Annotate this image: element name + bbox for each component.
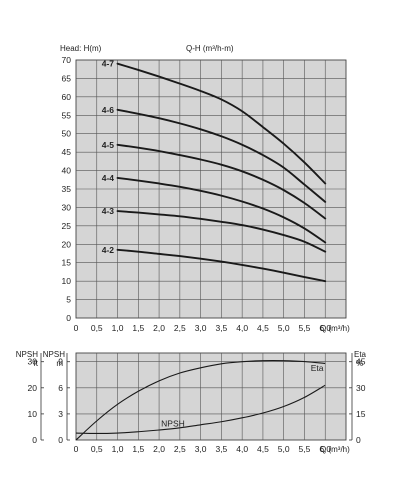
npsh-m-tick-labels: 0 3 6 9 bbox=[58, 357, 70, 445]
npsh-eta-curves bbox=[75, 359, 326, 441]
eta-tick-label: 45 bbox=[356, 357, 366, 367]
npsh-ft-tick-label: 10 bbox=[28, 409, 38, 419]
qh-y-tick-label: 15 bbox=[62, 258, 72, 268]
qh-curve-4-6 bbox=[116, 108, 327, 203]
qh-x-tick-label: 5,5 bbox=[299, 323, 311, 333]
qh-y-tick-label: 40 bbox=[62, 166, 72, 176]
npsh-eta-x-tick-label: 1,5 bbox=[132, 444, 144, 454]
qh-curve-4-2 bbox=[116, 248, 327, 283]
qh-curve-4-3 bbox=[116, 210, 327, 253]
qh-y-tick-labels: 0 5 10 15 20 25 30 35 40 45 50 55 60 65 70 bbox=[62, 55, 72, 323]
qh-curves bbox=[116, 62, 327, 283]
qh-curve-label: 4-5 bbox=[102, 140, 115, 150]
qh-x-tick-labels: 0 0,5 1,0 1,5 2,0 2,5 3,0 3,5 4,0 4,5 5,0 5,5 6,0 bbox=[74, 323, 332, 333]
eta-tick-labels: 0 15 30 45 bbox=[349, 357, 366, 445]
qh-curve-labels: 4-7 4-6 4-5 4-4 4-3 4-2 bbox=[102, 59, 115, 255]
qh-curve-4-5 bbox=[116, 143, 327, 220]
qh-y-tick-label: 65 bbox=[62, 73, 72, 83]
qh-y-tick-label: 70 bbox=[62, 55, 72, 65]
qh-curve-4-7 bbox=[116, 62, 327, 185]
qh-curve-label: 4-2 bbox=[102, 245, 115, 255]
npsh-eta-x-tick-labels: 0 0,5 1,0 1,5 2,0 2,5 3,0 3,5 4,0 4,5 5,0 5,5 6,0 bbox=[74, 444, 332, 454]
qh-x-tick-label: 2,0 bbox=[153, 323, 165, 333]
qh-y-tick-label: 55 bbox=[62, 110, 72, 120]
qh-y-tick-label: 20 bbox=[62, 239, 72, 249]
npsh-eta-x-tick-label: 4,0 bbox=[236, 444, 248, 454]
eta-tick-label: 30 bbox=[356, 383, 366, 393]
npsh-curve bbox=[75, 384, 326, 435]
npsh-ft-tick-label: 0 bbox=[32, 435, 37, 445]
qh-curve-label: 4-6 bbox=[102, 105, 115, 115]
qh-x-tick-label: 1,0 bbox=[112, 323, 124, 333]
qh-y-tick-label: 30 bbox=[62, 202, 72, 212]
qh-grid bbox=[76, 60, 346, 318]
qh-curve-label: 4-4 bbox=[102, 173, 115, 183]
npsh-m-tick-label: 6 bbox=[58, 383, 63, 393]
npsh-eta-x-tick-label: 4,5 bbox=[257, 444, 269, 454]
eta-axis-title: Eta bbox=[354, 350, 367, 359]
qh-curve-label: 4-3 bbox=[102, 206, 115, 216]
npsh-eta-x-tick-label: 0 bbox=[74, 444, 79, 454]
qh-y-tick-label: 45 bbox=[62, 147, 72, 157]
qh-curve-4-4 bbox=[116, 176, 327, 244]
npsh-m-axis-unit: m bbox=[56, 359, 63, 368]
npsh-ft-tick-label: 20 bbox=[28, 383, 38, 393]
npsh-m-axis-title: NPSH bbox=[43, 350, 65, 359]
qh-x-tick-label: 3,0 bbox=[195, 323, 207, 333]
eta-curve-label: Eta bbox=[311, 363, 324, 373]
npsh-eta-x-tick-label: 2,5 bbox=[174, 444, 186, 454]
qh-y-tick-label: 50 bbox=[62, 129, 72, 139]
qh-curve-label: 4-7 bbox=[102, 59, 115, 69]
qh-x-tick-label: 3,5 bbox=[215, 323, 227, 333]
qh-y-tick-label: 35 bbox=[62, 184, 72, 194]
npsh-eta-x-tick-label: 3,0 bbox=[195, 444, 207, 454]
qh-x-tick-label: 0 bbox=[74, 323, 79, 333]
eta-axis-unit: % bbox=[356, 359, 363, 368]
npsh-eta-x-tick-label: 1,0 bbox=[112, 444, 124, 454]
npsh-eta-x-tick-label: 3,5 bbox=[215, 444, 227, 454]
qh-chart: 4-7 4-6 4-5 4-4 4-3 4-2 0 5 10 15 20 25 30 35 40 45 50 5… bbox=[60, 44, 350, 333]
npsh-ft-axis-unit: ft bbox=[34, 359, 39, 368]
npsh-eta-x-tick-label: 5,0 bbox=[278, 444, 290, 454]
eta-curve bbox=[75, 359, 326, 441]
qh-y-tick-label: 10 bbox=[62, 276, 72, 286]
qh-x-tick-label: 6,0 bbox=[319, 323, 331, 333]
npsh-m-tick-label: 9 bbox=[58, 357, 63, 367]
eta-tick-label: 0 bbox=[356, 435, 361, 445]
qh-x-tick-label: 5,0 bbox=[278, 323, 290, 333]
qh-x-tick-label: 2,5 bbox=[174, 323, 186, 333]
npsh-eta-chart: Eta NPSH 0 3 6 9 0 10 20 30 0 15 30 45 0 0,5 1,0 1,5 2… bbox=[16, 350, 367, 454]
qh-y-tick-label: 25 bbox=[62, 221, 72, 231]
eta-tick-label: 15 bbox=[356, 409, 366, 419]
qh-x-axis-label: Q (m³/h) bbox=[320, 324, 350, 333]
qh-y-tick-label: 5 bbox=[66, 295, 71, 305]
npsh-ft-tick-label: 30 bbox=[28, 357, 38, 367]
npsh-ft-tick-labels: 0 10 20 30 bbox=[28, 357, 44, 445]
qh-x-tick-label: 1,5 bbox=[132, 323, 144, 333]
qh-y-tick-label: 60 bbox=[62, 92, 72, 102]
qh-y-axis-label: Head: H(m) bbox=[60, 44, 102, 53]
npsh-m-tick-label: 0 bbox=[58, 435, 63, 445]
npsh-eta-x-axis-label: Q (m³/h) bbox=[320, 445, 350, 454]
npsh-eta-x-tick-label: 0,5 bbox=[91, 444, 103, 454]
npsh-curve-label: NPSH bbox=[161, 419, 185, 429]
qh-x-tick-label: 0,5 bbox=[91, 323, 103, 333]
qh-x-tick-label: 4,0 bbox=[236, 323, 248, 333]
npsh-m-tick-label: 3 bbox=[58, 409, 63, 419]
qh-x-tick-label: 4,5 bbox=[257, 323, 269, 333]
qh-chart-title: Q-H (m³/h-m) bbox=[186, 44, 234, 53]
npsh-ft-axis-title: NPSH bbox=[16, 350, 38, 359]
npsh-eta-x-tick-label: 6,0 bbox=[319, 444, 331, 454]
qh-y-tick-label: 0 bbox=[66, 313, 71, 323]
npsh-eta-curve-labels: Eta NPSH bbox=[161, 363, 324, 429]
npsh-eta-x-tick-label: 2,0 bbox=[153, 444, 165, 454]
npsh-eta-x-tick-label: 5,5 bbox=[299, 444, 311, 454]
npsh-eta-plot-area bbox=[75, 352, 347, 441]
